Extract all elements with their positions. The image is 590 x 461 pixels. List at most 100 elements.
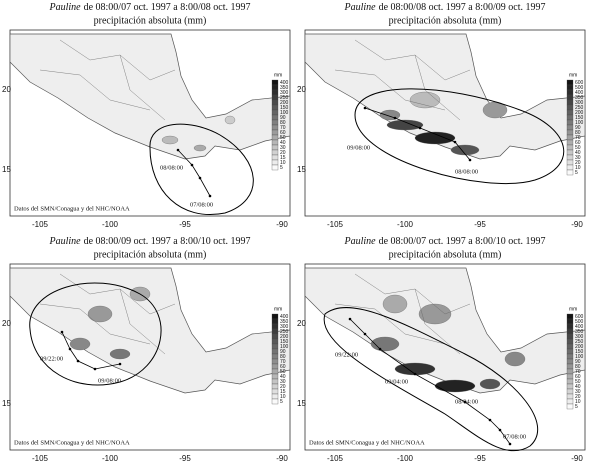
colorbar-label: 5 [575,404,578,410]
data-credit: Datos del SMN/Conagua y del NHC/NOAA [309,439,425,446]
colorbar-swatch [271,383,279,390]
colorbar-swatch [271,323,279,330]
colorbar-swatch [566,99,574,106]
colorbar-swatch [566,104,574,111]
colorbar-label: 200 [575,344,584,350]
track-point [363,106,367,110]
colorbar-label: 60 [280,130,286,136]
colorbar-label: 350 [280,319,289,325]
storm-track [349,318,511,445]
track-point [198,176,202,180]
track-point [393,116,397,120]
lat-label: 20 [297,85,306,94]
colorbar-label: 100 [280,110,289,116]
colorbar-swatch [566,134,574,141]
lon-label: -95 [179,454,191,461]
panel-subtitle: precipitación absoluta (mm) [389,15,502,26]
colorbar-swatch [566,129,574,136]
colorbar-swatch [271,84,279,91]
track-point [118,362,122,366]
colorbar-label: 350 [575,95,584,101]
colorbar-label: 150 [280,339,289,345]
track-label: 08/08:00 [455,168,478,175]
track-point [418,126,422,130]
colorbar-label: 60 [575,140,581,146]
colorbar-label: 90 [575,359,581,365]
lat-label: 15 [297,165,306,174]
colorbar-swatch [566,154,574,161]
colorbar-swatch [566,313,574,320]
colorbar-swatch [566,393,574,400]
storm-envelope [29,282,162,386]
colorbar-swatch [566,169,574,176]
colorbar-label: 40 [280,140,286,146]
colorbar-swatch [271,388,279,395]
colorbar-label: 150 [575,349,584,355]
map-panel: Pauline de 08:00/07 oct. 1997 a 8:00/10 o… [297,236,586,461]
panel-title: Pauline de 08:00/08 oct. 1997 a 8:00/09 o… [343,2,545,13]
colorbar-swatch [566,79,574,86]
lon-label: -100 [397,454,414,461]
colorbar-swatch [271,109,279,116]
colorbar-label: 70 [280,359,286,365]
colorbar-label: 30 [575,155,581,161]
colorbar-swatch [566,398,574,405]
colorbar-swatch [566,343,574,350]
colorbar-label: 600 [575,314,584,320]
colorbar-label: 200 [280,100,289,106]
colorbar-label: 400 [280,80,289,86]
colorbar-swatch [566,149,574,156]
colorbar-swatch [271,154,279,161]
colorbar-swatch [566,338,574,345]
colorbar-swatch [271,164,279,171]
lon-label: -100 [102,220,119,229]
lon-label: -105 [327,220,344,229]
colorbar-swatch [566,144,574,151]
colorbar-swatch [271,144,279,151]
track-point [498,428,502,432]
colorbar-swatch [271,393,279,400]
colorbar-label: 300 [280,324,289,330]
rain-area [87,305,113,323]
title-period: de 08:00/08 oct. 1997 a 8:00/09 oct. 199… [379,2,546,13]
panel-title: Pauline de 08:00/07 oct. 1997 a 8:00/08 o… [48,2,250,13]
title-period: de 08:00/09 oct. 1997 a 8:00/10 oct. 199… [84,236,251,247]
panel-subtitle: precipitación absoluta (mm) [389,249,502,260]
colorbar-label: 30 [280,145,286,151]
colorbar-label: 30 [280,379,286,385]
rain-area [434,379,476,393]
colorbar-swatch [271,149,279,156]
colorbar-label: 40 [575,384,581,390]
lon-label: -95 [474,454,486,461]
track-point [348,317,352,321]
rain-area [409,91,441,109]
panel-subtitle: precipitación absoluta (mm) [94,15,207,26]
state-borders [334,39,471,121]
track-label: 09/22:00 [335,351,358,358]
colorbar-swatch [271,89,279,96]
rain-area [414,131,456,145]
lon-label: -95 [474,220,486,229]
rain-area [161,135,179,145]
panel-title: Pauline de 08:00/09 oct. 1997 a 8:00/10 o… [48,236,250,247]
colorbar-label: 250 [575,339,584,345]
colorbar-swatch [566,373,574,380]
colorbar-swatch [271,398,279,405]
colorbar-swatch [271,134,279,141]
colorbar-swatch [271,343,279,350]
colorbar-swatch [271,94,279,101]
storm-name: Pauline [48,236,81,247]
colorbar-unit: mm [569,72,577,78]
colorbar-swatch [271,353,279,360]
lat-label: 15 [2,165,11,174]
colorbar-swatch [271,338,279,345]
lon-label: -105 [32,220,49,229]
colorbar-label: 500 [575,319,584,325]
colorbar-swatch [271,378,279,385]
colorbar-label: 200 [280,334,289,340]
rain-area [450,144,480,156]
colorbar-label: 300 [575,100,584,106]
track-point [68,347,72,351]
track-point [363,332,367,336]
colorbar-label: 250 [575,105,584,111]
